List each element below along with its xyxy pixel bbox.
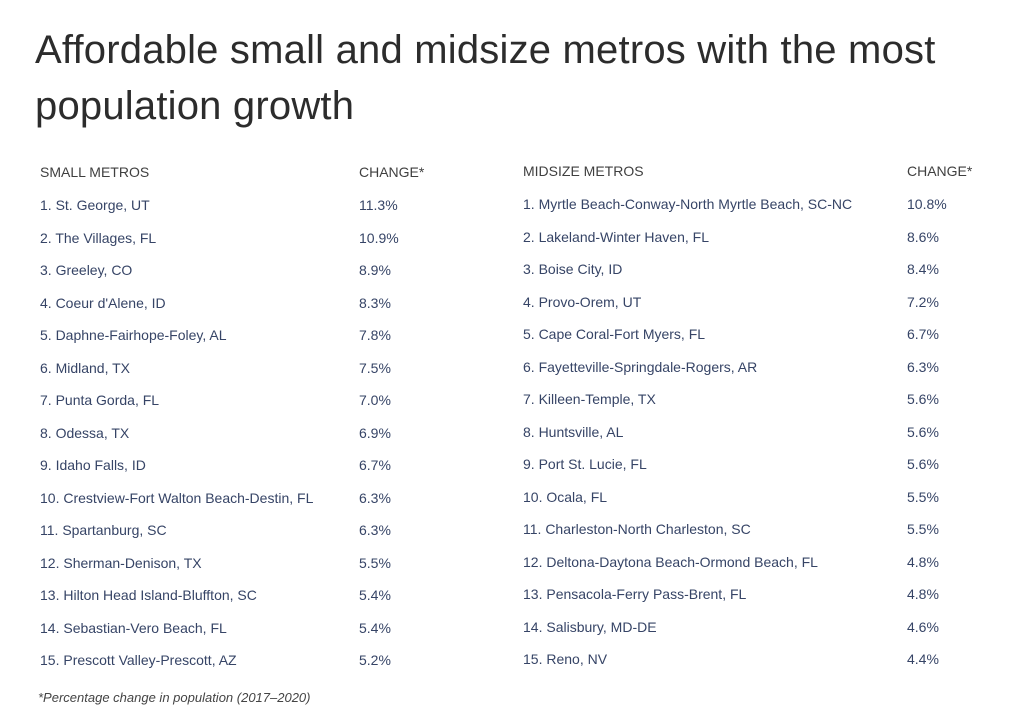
population-change: 5.5%	[907, 488, 939, 505]
population-change: 7.2%	[907, 293, 939, 310]
population-change: 4.6%	[907, 618, 939, 635]
metro-name: 14. Sebastian-Vero Beach, FL	[40, 619, 227, 636]
metro-name: 12. Sherman-Denison, TX	[40, 554, 202, 571]
population-change: 8.9%	[359, 262, 391, 278]
metro-name: 2. Lakeland-Winter Haven, FL	[523, 228, 709, 245]
population-change: 8.3%	[359, 294, 391, 311]
population-change: 5.2%	[359, 652, 391, 668]
population-change: 6.3%	[359, 489, 391, 506]
metro-name: 13. Pensacola-Ferry Pass-Brent, FL	[523, 586, 747, 602]
column-header-change: CHANGE*	[359, 164, 425, 180]
population-change: 6.7%	[907, 326, 939, 342]
metro-name: 7. Killeen-Temple, TX	[523, 391, 656, 407]
metro-name: 11. Charleston-North Charleston, SC	[523, 521, 751, 537]
population-change: 5.6%	[907, 456, 939, 472]
metro-name: 11. Spartanburg, SC	[40, 522, 167, 538]
population-change: 5.5%	[907, 521, 939, 537]
population-change: 8.4%	[907, 261, 939, 277]
metro-name: 9. Idaho Falls, ID	[40, 457, 146, 473]
metro-name: 8. Odessa, TX	[40, 424, 130, 441]
population-change: 5.4%	[359, 619, 391, 636]
population-change: 6.7%	[359, 457, 391, 473]
metro-name: 14. Salisbury, MD-DE	[523, 618, 657, 635]
metro-name: 10. Ocala, FL	[523, 488, 608, 505]
column-header-metro: SMALL METROS	[40, 164, 150, 180]
metro-name: 12. Deltona-Daytona Beach-Ormond Beach, …	[523, 553, 818, 570]
population-change: 6.3%	[359, 522, 391, 538]
metro-name: 13. Hilton Head Island-Bluffton, SC	[40, 587, 257, 603]
population-change: 6.9%	[359, 424, 391, 441]
population-change: 11.3%	[359, 197, 398, 213]
metro-name: 5. Daphne-Fairhope-Foley, AL	[40, 327, 227, 343]
metro-name: 1. Myrtle Beach-Conway-North Myrtle Beac…	[523, 196, 853, 212]
metro-name: 3. Boise City, ID	[523, 261, 623, 277]
metro-name: 6. Fayetteville-Springdale-Rogers, AR	[523, 358, 758, 375]
metro-name: 3. Greeley, CO	[40, 262, 133, 278]
metro-name: 4. Coeur d'Alene, ID	[40, 294, 166, 311]
population-change: 7.5%	[359, 359, 391, 376]
metro-name: 10. Crestview-Fort Walton Beach-Destin, …	[40, 489, 314, 506]
page-title: Affordable small and midsize metros with…	[35, 28, 936, 128]
column-header-metro: MIDSIZE METROS	[523, 163, 644, 179]
population-change: 7.0%	[359, 392, 391, 408]
population-change: 8.6%	[907, 228, 939, 245]
metro-name: 2. The Villages, FL	[40, 229, 157, 246]
population-change: 4.8%	[907, 586, 939, 602]
metro-name: 15. Reno, NV	[523, 651, 608, 667]
metro-name: 8. Huntsville, AL	[523, 423, 624, 440]
population-change: 5.6%	[907, 391, 939, 407]
population-change: 5.4%	[359, 587, 391, 603]
metro-name: 6. Midland, TX	[40, 359, 131, 376]
metro-name: 9. Port St. Lucie, FL	[523, 456, 647, 472]
population-change: 5.5%	[359, 554, 391, 571]
metro-name: 5. Cape Coral-Fort Myers, FL	[523, 326, 706, 342]
metro-name: 4. Provo-Orem, UT	[523, 293, 642, 310]
population-change: 7.8%	[359, 327, 391, 343]
population-change: 4.8%	[907, 553, 939, 570]
metro-name: 1. St. George, UT	[40, 197, 150, 213]
population-change: 4.4%	[907, 651, 939, 667]
population-change: 5.6%	[907, 423, 939, 440]
metro-name: 7. Punta Gorda, FL	[40, 392, 160, 408]
population-change: 10.9%	[359, 229, 399, 246]
footnote: *Percentage change in population (2017–2…	[38, 690, 311, 705]
population-change: 10.8%	[907, 196, 947, 212]
column-header-change: CHANGE*	[907, 163, 973, 179]
metro-name: 15. Prescott Valley-Prescott, AZ	[40, 652, 237, 668]
population-change: 6.3%	[907, 358, 939, 375]
